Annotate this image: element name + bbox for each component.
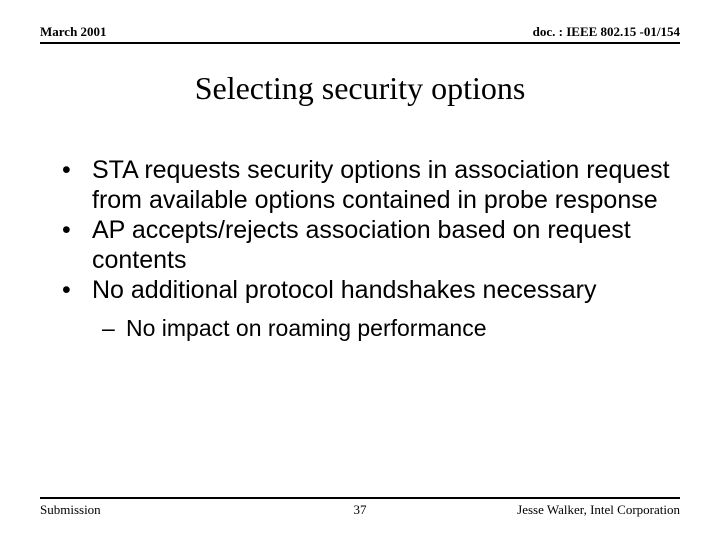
bullet-marker: • [62,275,92,305]
header-date: March 2001 [40,24,107,40]
footer-page-number: 37 [354,502,367,518]
sub-bullet-marker: – [102,315,126,343]
bullet-text: AP accepts/rejects association based on … [92,215,672,275]
bullet-marker: • [62,215,92,275]
slide-footer: Submission 37 Jesse Walker, Intel Corpor… [40,497,680,518]
sub-bullet-item: – No impact on roaming performance [102,315,672,343]
bullet-item: • No additional protocol handshakes nece… [62,275,672,305]
bullet-item: • AP accepts/rejects association based o… [62,215,672,275]
bullet-text: STA requests security options in associa… [92,155,672,215]
sub-bullet-text: No impact on roaming performance [126,315,672,343]
bullet-marker: • [62,155,92,215]
slide-title: Selecting security options [0,70,720,107]
header-doc-id: doc. : IEEE 802.15 -01/154 [533,24,680,40]
bullet-item: • STA requests security options in assoc… [62,155,672,215]
bullet-text: No additional protocol handshakes necess… [92,275,672,305]
footer-author: Jesse Walker, Intel Corporation [517,502,680,518]
footer-left: Submission [40,502,101,518]
slide-body: • STA requests security options in assoc… [62,155,672,343]
slide-header: March 2001 doc. : IEEE 802.15 -01/154 [40,24,680,44]
